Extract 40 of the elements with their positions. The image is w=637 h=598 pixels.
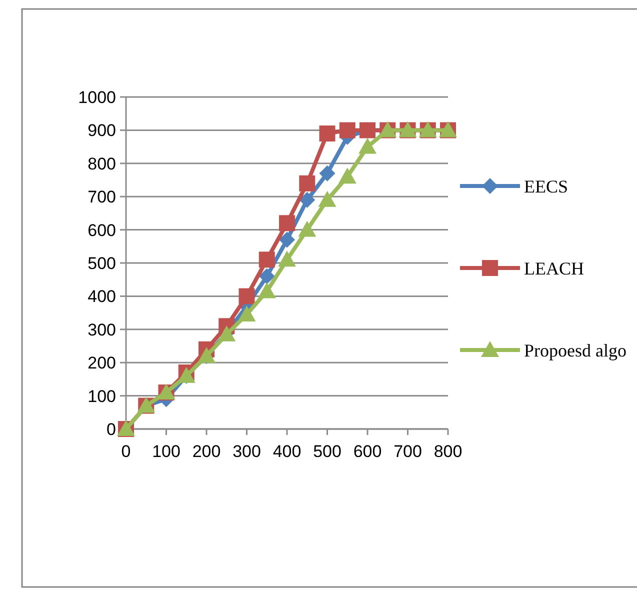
x-tick-label: 700: [394, 442, 422, 461]
point: [279, 232, 295, 248]
x-tick-label: 400: [272, 442, 302, 461]
point: [358, 138, 376, 154]
y-tick-label: 1000: [78, 88, 116, 107]
x-tick-label: 0: [121, 442, 131, 461]
point: [258, 252, 275, 268]
point: [299, 192, 316, 208]
point: [258, 282, 276, 298]
y-tick-label: 200: [88, 354, 116, 373]
legend-label: EECS: [524, 176, 568, 196]
y-tick-label: 600: [88, 220, 116, 240]
y-tick-label: 400: [88, 287, 116, 306]
y-tick-label: 0: [106, 420, 116, 439]
y-tick-label: 500: [88, 254, 116, 273]
point: [279, 215, 295, 232]
x-tick-label: 500: [313, 442, 342, 461]
x-tick-label: 100: [152, 442, 180, 461]
point: [278, 250, 296, 267]
point: [238, 288, 255, 304]
legend-label: Propoesd algo: [524, 340, 626, 360]
legend-label: LEACH: [524, 258, 584, 278]
x-tick-label: 300: [232, 442, 261, 461]
point: [258, 268, 275, 284]
point: [319, 126, 336, 142]
y-tick-label: 100: [88, 386, 116, 406]
point: [298, 220, 316, 237]
point: [299, 175, 316, 192]
point: [339, 122, 356, 138]
point: [238, 305, 256, 322]
x-tick-label: 600: [353, 442, 382, 461]
point: [338, 168, 356, 184]
y-tick-label: 300: [88, 320, 116, 340]
point: [319, 165, 336, 182]
point: [318, 190, 336, 207]
y-tick-label: 700: [88, 188, 116, 207]
y-tick-label: 800: [88, 154, 116, 174]
x-tick-label: 800: [434, 442, 462, 461]
x-tick-label: 200: [192, 442, 221, 461]
y-tick-label: 900: [88, 121, 116, 140]
